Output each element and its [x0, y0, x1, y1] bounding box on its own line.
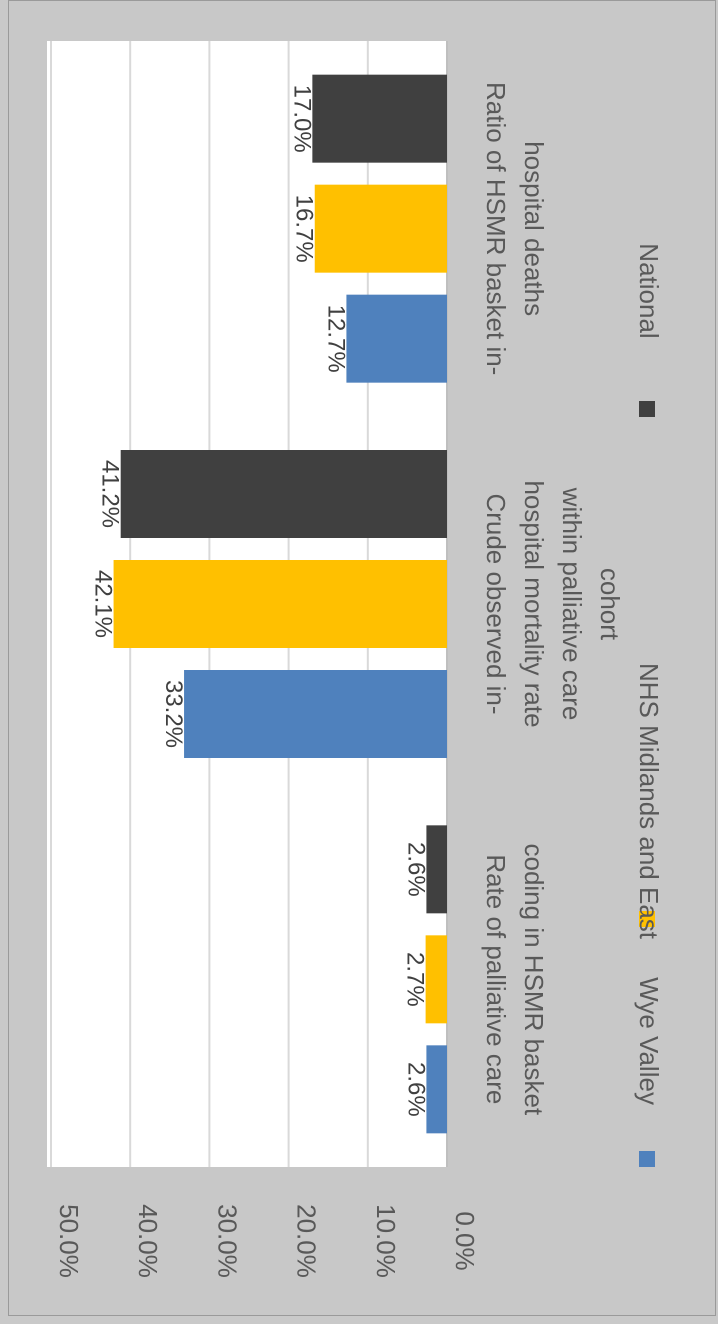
bar: [113, 560, 448, 648]
bar: [312, 74, 447, 163]
bar: [346, 294, 447, 383]
bar-chart: 2.6% 2.7% 2.6% 33.2% 42.1% 41.2% 12.7% 16.7% 17.…: [47, 41, 664, 1278]
category-label-line: within palliative care: [557, 487, 587, 721]
data-label: 12.7%: [322, 305, 349, 373]
data-label: 33.2%: [160, 680, 187, 748]
legend-label: NHS Midlands and East: [634, 663, 664, 940]
category-label: Ratio of HSMR basket in-hospital deaths: [481, 82, 549, 375]
legend-swatch: [639, 911, 655, 927]
category-label-line: cohort: [595, 568, 625, 641]
category-label-line: hospital deaths: [519, 141, 549, 316]
y-tick-label: 0.0%: [450, 1211, 480, 1270]
data-label: 2.6%: [402, 842, 429, 897]
category-label-line: Rate of palliative care: [481, 854, 511, 1104]
category-label: Rate of palliative care coding in HSMR ba…: [481, 843, 549, 1115]
legend-swatch: [639, 1151, 655, 1167]
category-label-line: coding in HSMR basket: [519, 843, 549, 1115]
category-label-line: hospital mortality rate: [519, 480, 549, 727]
y-tick-label: 10.0%: [371, 1204, 401, 1278]
data-label: 17.0%: [288, 85, 315, 153]
data-label: 41.2%: [97, 460, 124, 528]
bar: [425, 935, 447, 1024]
category-label-line: Ratio of HSMR basket in-: [481, 82, 511, 375]
data-label: 2.7%: [402, 952, 429, 1007]
y-tick-label: 40.0%: [133, 1204, 163, 1278]
bar: [426, 825, 447, 914]
bar: [426, 1045, 447, 1134]
y-tick-label: 30.0%: [212, 1204, 242, 1278]
y-tick-label: 50.0%: [54, 1204, 84, 1278]
category-label-line: Crude observed in-: [481, 493, 511, 714]
legend-swatch: [639, 401, 655, 417]
category-label: Crude observed in-hospital mortality rat…: [481, 480, 625, 727]
data-label: 16.7%: [291, 195, 318, 263]
legend-label: National: [634, 243, 664, 338]
chart-frame: 2.6% 2.7% 2.6% 33.2% 42.1% 41.2% 12.7% 16.7% 17.…: [8, 0, 716, 1316]
bar: [314, 184, 447, 273]
bar: [120, 450, 448, 538]
data-label: 2.6%: [402, 1062, 429, 1117]
data-label: 42.1%: [90, 570, 117, 638]
y-tick-label: 20.0%: [292, 1204, 322, 1278]
bar: [184, 670, 447, 758]
legend-label: Wye Valley: [634, 977, 664, 1105]
